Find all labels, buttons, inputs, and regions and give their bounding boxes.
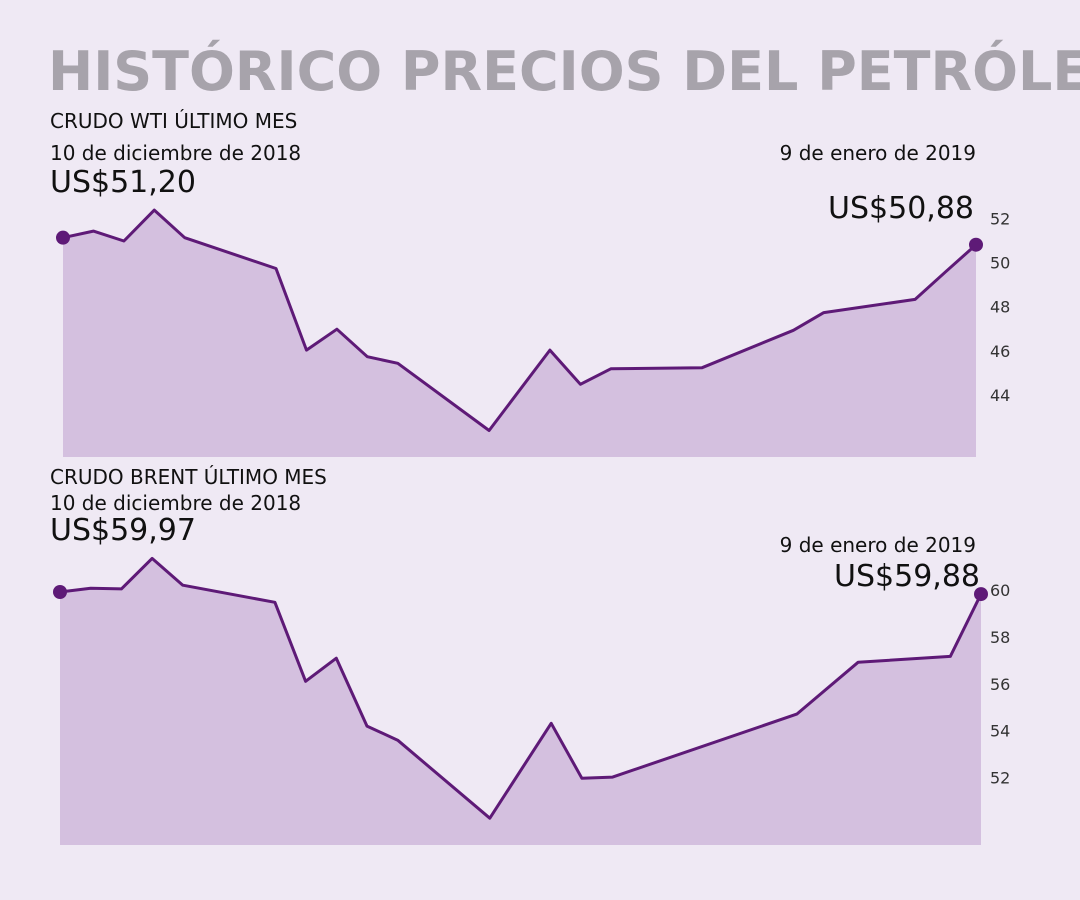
- y-tick-label: 50: [990, 254, 1010, 273]
- y-tick-label: 60: [990, 581, 1010, 600]
- start-date-label: 10 de diciembre de 2018: [50, 141, 301, 165]
- value-label: US$51,20: [50, 165, 196, 200]
- y-tick-label: 52: [990, 210, 1010, 229]
- y-tick-label: 58: [990, 628, 1010, 647]
- value-label: US$50,88: [828, 191, 974, 226]
- y-tick-label: 48: [990, 298, 1010, 317]
- y-tick-label: 52: [990, 769, 1010, 788]
- end-point: [56, 230, 70, 245]
- line: [59, 556, 983, 820]
- end-date-label: 9 de enero de 2019: [780, 141, 976, 165]
- y-tick-label: 54: [990, 722, 1010, 741]
- page-title: HISTÓRICO PRECIOS DEL PETRÓLEO: [48, 40, 1080, 103]
- chart-subtitle: CRUDO BRENT ÚLTIMO MES: [50, 465, 327, 489]
- y-tick-label: 56: [990, 675, 1010, 694]
- end-point: [53, 584, 67, 599]
- y-tick-label: 44: [990, 386, 1010, 405]
- value-label: US$59,88: [834, 559, 980, 594]
- y-tick-label: 46: [990, 342, 1010, 361]
- value-label: US$59,97: [50, 513, 196, 548]
- chart-subtitle: CRUDO WTI ÚLTIMO MES: [50, 109, 297, 133]
- start-date-label: 10 de diciembre de 2018: [50, 491, 301, 515]
- area: [60, 558, 981, 845]
- line: [62, 208, 977, 432]
- area: [63, 210, 976, 457]
- end-point: [974, 587, 988, 602]
- end-date-label: 9 de enero de 2019: [780, 533, 976, 557]
- end-point: [969, 237, 983, 252]
